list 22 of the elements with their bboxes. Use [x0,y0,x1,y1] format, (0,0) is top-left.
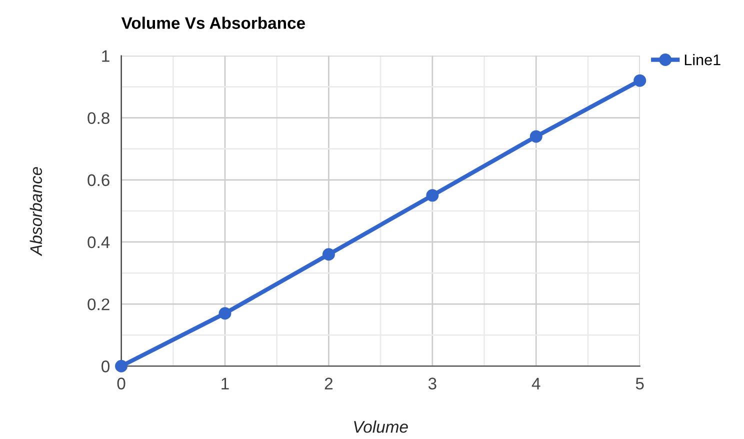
x-tick-label: 0 [117,378,126,390]
chart-title: Volume Vs Absorbance [121,16,306,29]
x-tick-label: 3 [428,378,436,390]
y-tick-label: 0.2 [88,298,110,310]
y-axis-title: Absorbance [30,167,42,256]
y-tick-label: 0.6 [88,174,110,186]
point [218,307,232,320]
point [530,130,542,143]
point [634,74,646,87]
point [115,360,128,372]
y-tick-label: 1 [102,50,110,62]
x-tick-label: 5 [636,378,644,390]
legend-label: Line1 [684,54,720,66]
x-axis-title: Volume [354,420,408,433]
point [322,248,335,261]
y-tick-label: 0 [102,360,110,372]
y-tick-label: 0.4 [88,236,110,248]
point [426,189,439,202]
x-tick-label: 2 [324,378,332,390]
y-tick-label: 0.8 [88,112,110,124]
x-tick-label: 1 [222,378,229,390]
x-tick-label: 4 [532,378,540,390]
